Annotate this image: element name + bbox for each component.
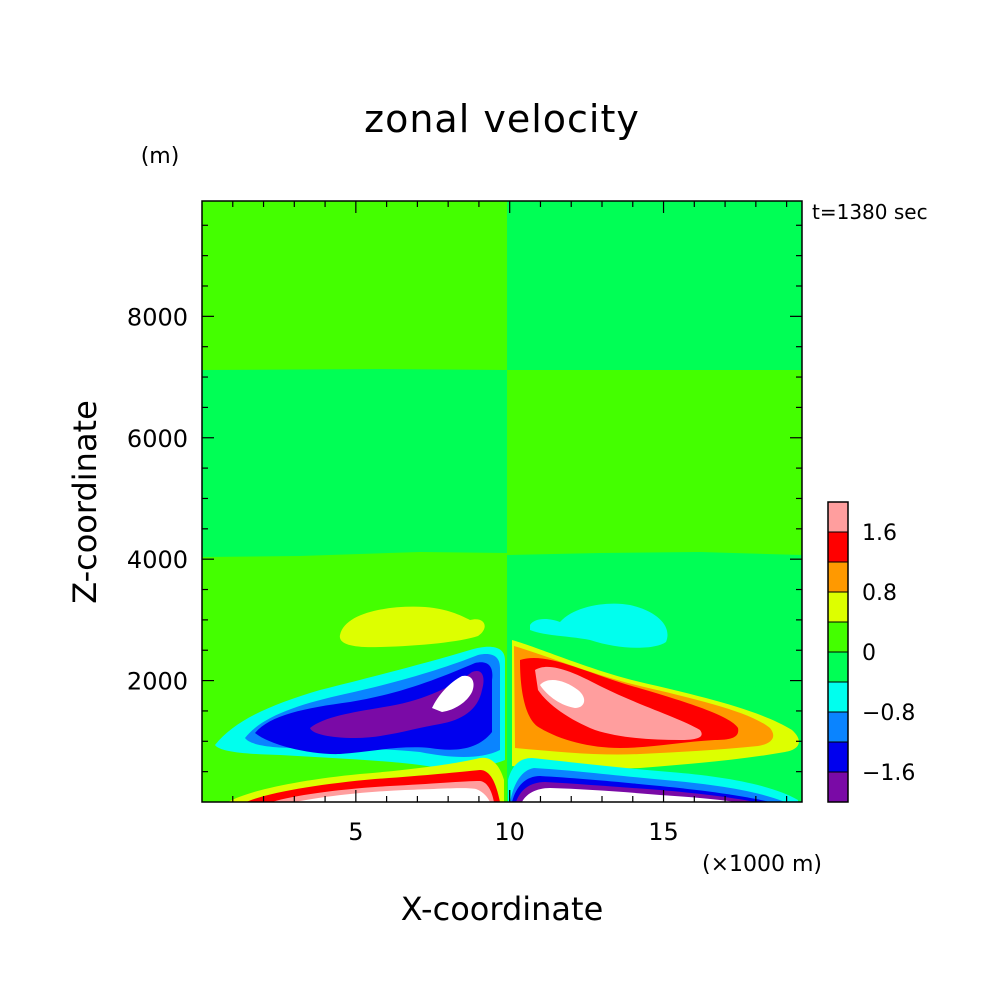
- time-label: t=1380 sec: [812, 200, 928, 224]
- field-left-purple-lobe: [310, 670, 484, 738]
- y-unit-label: (m): [141, 144, 180, 169]
- colorbar-swatch: [828, 592, 848, 622]
- x-tick-label: 10: [494, 818, 525, 846]
- chart-title: zonal velocity: [364, 97, 640, 141]
- colorbar-swatch: [828, 742, 848, 772]
- x-tick-label: 5: [348, 818, 363, 846]
- field-right-surface-white: [522, 788, 735, 802]
- y-tick-labels: 2000 4000 6000 8000: [127, 303, 188, 695]
- colorbar-tick-labels: 1.6 0.8 0 −0.8 −1.6: [862, 521, 915, 786]
- y-tick-label: 6000: [127, 425, 188, 453]
- field-left-surface-white: [296, 788, 490, 802]
- colorbar-tick-label: 1.6: [862, 521, 897, 546]
- axis-ticks: [202, 201, 802, 802]
- field-cyan-blob: [530, 603, 668, 648]
- colorbar-swatch: [828, 712, 848, 742]
- colorbar-swatch: [828, 772, 848, 802]
- colorbar-swatch: [828, 622, 848, 652]
- colorbar-swatch: [828, 532, 848, 562]
- field-right-pink-lobe: [535, 666, 702, 740]
- y-tick-label: 2000: [127, 668, 188, 696]
- colorbar-tick-label: −1.6: [862, 761, 915, 786]
- x-unit-label: (×1000 m): [702, 852, 822, 877]
- colorbar-swatch: [828, 652, 848, 682]
- velocity-field: [202, 201, 802, 802]
- colorbar-tick-label: 0.8: [862, 581, 897, 606]
- field-right-upper-band: [507, 370, 802, 555]
- colorbar-swatch: [828, 682, 848, 712]
- x-tick-labels: 5 10 15: [348, 818, 679, 846]
- x-axis-label: X-coordinate: [401, 890, 604, 928]
- field-right-white-core: [540, 679, 585, 708]
- y-axis-label: Z-coordinate: [66, 400, 104, 604]
- field-yellow-blob: [339, 606, 485, 648]
- plot-frame: [201, 200, 803, 803]
- colorbar-tick-label: −0.8: [862, 701, 915, 726]
- field-left-upper-band: [202, 369, 507, 557]
- x-tick-label: 15: [648, 818, 679, 846]
- field-left-white-core: [432, 675, 474, 712]
- colorbar-swatch: [828, 562, 848, 592]
- colorbar-tick-label: 0: [862, 641, 876, 666]
- colorbar: [827, 501, 849, 803]
- y-tick-label: 4000: [127, 546, 188, 574]
- colorbar-swatch: [828, 502, 848, 532]
- y-tick-label: 8000: [127, 303, 188, 331]
